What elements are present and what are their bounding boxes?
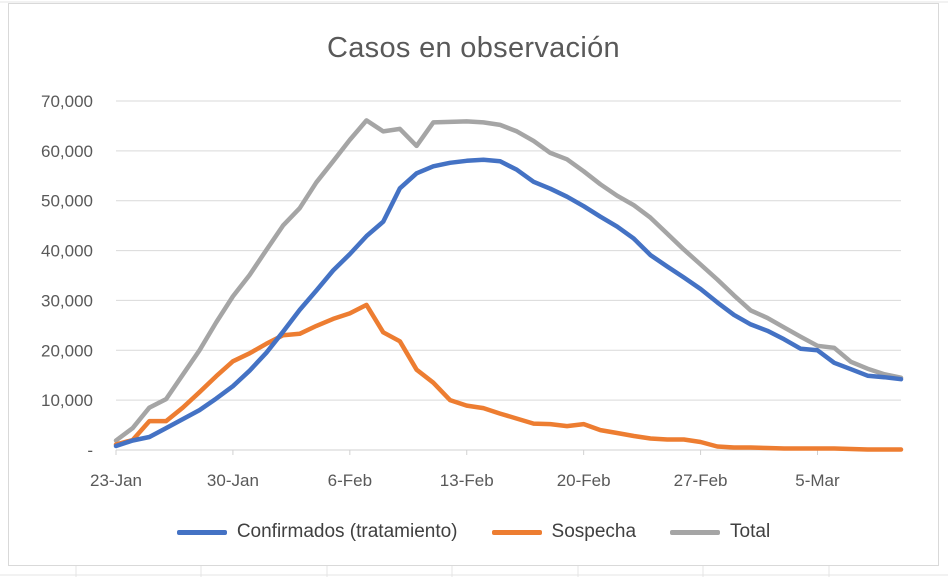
- y-tick-label: 50,000: [41, 192, 93, 211]
- chart-title: Casos en observación: [327, 32, 620, 64]
- legend-swatch: [670, 529, 721, 535]
- legend-item: Total: [670, 521, 770, 543]
- x-tick-label: 5-Mar: [795, 471, 840, 490]
- series-line-confirmados-tratamiento: [113, 157, 904, 449]
- legend-swatch: [176, 529, 227, 535]
- x-tick-label: 27-Feb: [674, 471, 728, 490]
- legend-label: Total: [730, 521, 771, 542]
- y-tick-label: 70,000: [41, 92, 93, 111]
- x-tick-label: 30-Jan: [207, 471, 259, 490]
- x-tick-label: 13-Feb: [440, 471, 494, 490]
- x-tick-label: 6-Feb: [328, 471, 372, 490]
- chart-legend: Confirmados (tratamiento) Sospecha Total: [9, 521, 938, 543]
- chart-area[interactable]: Casos en observación - 10,000 20,000 30,000…: [8, 3, 939, 566]
- y-tick-label: -: [87, 441, 93, 460]
- plot-area: - 10,000 20,000 30,000 40,000 50,000 60,000 70,…: [41, 92, 904, 490]
- y-tick-label: 10,000: [41, 391, 93, 410]
- series-line-sospecha: [113, 302, 904, 452]
- legend-label: Sospecha: [551, 521, 637, 542]
- legend-item: Confirmados (tratamiento): [176, 521, 458, 543]
- legend-item: Sospecha: [491, 521, 637, 543]
- y-tick-label: 20,000: [41, 341, 93, 360]
- legend-label: Confirmados (tratamiento): [236, 521, 458, 542]
- y-tick-label: 60,000: [41, 142, 93, 161]
- legend-swatch: [491, 529, 542, 535]
- y-tick-label: 30,000: [41, 291, 93, 310]
- series-line-total: [113, 118, 904, 443]
- x-tick-label: 20-Feb: [557, 471, 611, 490]
- y-tick-label: 40,000: [41, 242, 93, 261]
- x-tick-label: 23-Jan: [90, 471, 142, 490]
